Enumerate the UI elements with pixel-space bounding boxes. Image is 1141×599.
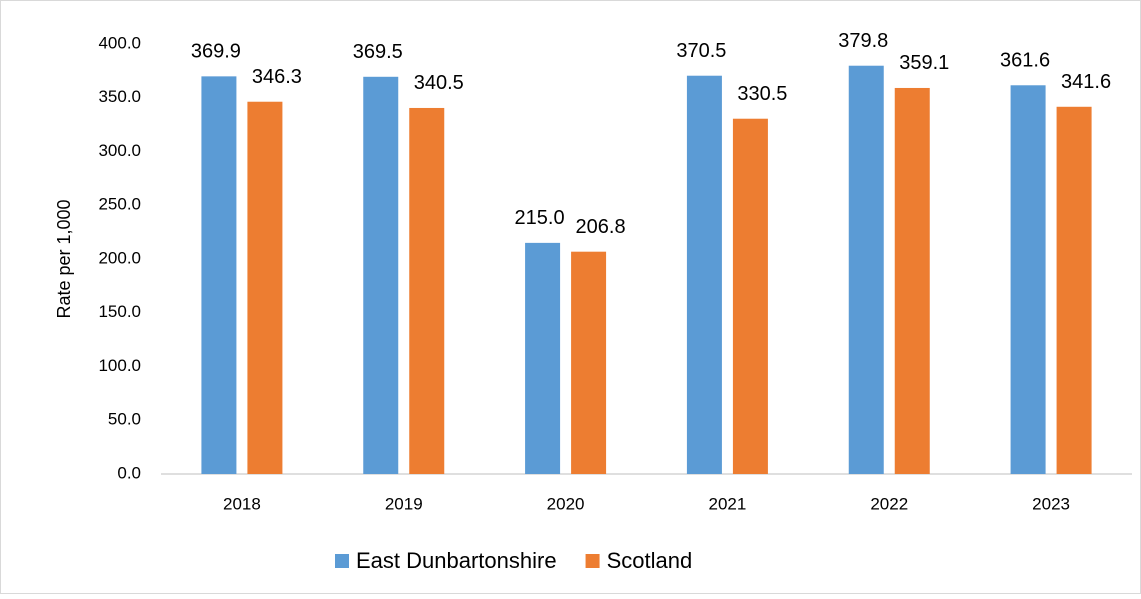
legend-swatch: [585, 554, 600, 568]
data-label: 379.8: [838, 30, 888, 52]
y-axis-label: Rate per 1,000: [54, 199, 74, 318]
x-tick-label: 2019: [385, 494, 423, 513]
bar: [848, 65, 884, 474]
y-tick-label: 400.0: [98, 33, 141, 52]
bar: [894, 87, 930, 474]
bar: [201, 76, 237, 475]
legend-label: East Dunbartonshire: [356, 548, 557, 573]
data-label: 370.5: [676, 40, 726, 62]
x-tick-label: 2021: [709, 494, 747, 513]
data-label: 215.0: [515, 207, 565, 229]
x-tick-label: 2018: [223, 494, 261, 513]
y-tick-label: 350.0: [98, 87, 141, 106]
bar: [571, 251, 607, 474]
x-tick-label: 2022: [870, 494, 908, 513]
y-tick-label: 0.0: [117, 463, 141, 482]
x-tick-label: 2020: [547, 494, 585, 513]
legend-label: Scotland: [607, 548, 693, 573]
data-label: 340.5: [414, 72, 464, 94]
bar: [686, 75, 722, 475]
data-label: 369.9: [191, 41, 241, 63]
y-tick-label: 100.0: [98, 356, 141, 375]
bar: [525, 242, 561, 474]
data-label: 346.3: [252, 66, 302, 88]
y-tick-label: 50.0: [108, 410, 141, 429]
data-label: 369.5: [353, 41, 403, 63]
y-tick-label: 250.0: [98, 195, 141, 214]
y-tick-label: 200.0: [98, 248, 141, 267]
bar: [1010, 85, 1046, 474]
data-label: 359.1: [899, 52, 949, 74]
data-label: 341.6: [1061, 71, 1111, 93]
data-label: 206.8: [576, 216, 626, 238]
legend-swatch: [335, 554, 349, 568]
bar: [409, 107, 445, 475]
bar: [363, 76, 399, 474]
data-label: 330.5: [737, 83, 787, 105]
x-tick-label: 2023: [1032, 494, 1070, 513]
bar: [247, 101, 283, 474]
data-label: 361.6: [1000, 50, 1050, 72]
y-tick-label: 150.0: [98, 302, 141, 321]
bar: [732, 118, 768, 475]
y-tick-label: 300.0: [98, 141, 141, 160]
bar: [1056, 106, 1092, 474]
